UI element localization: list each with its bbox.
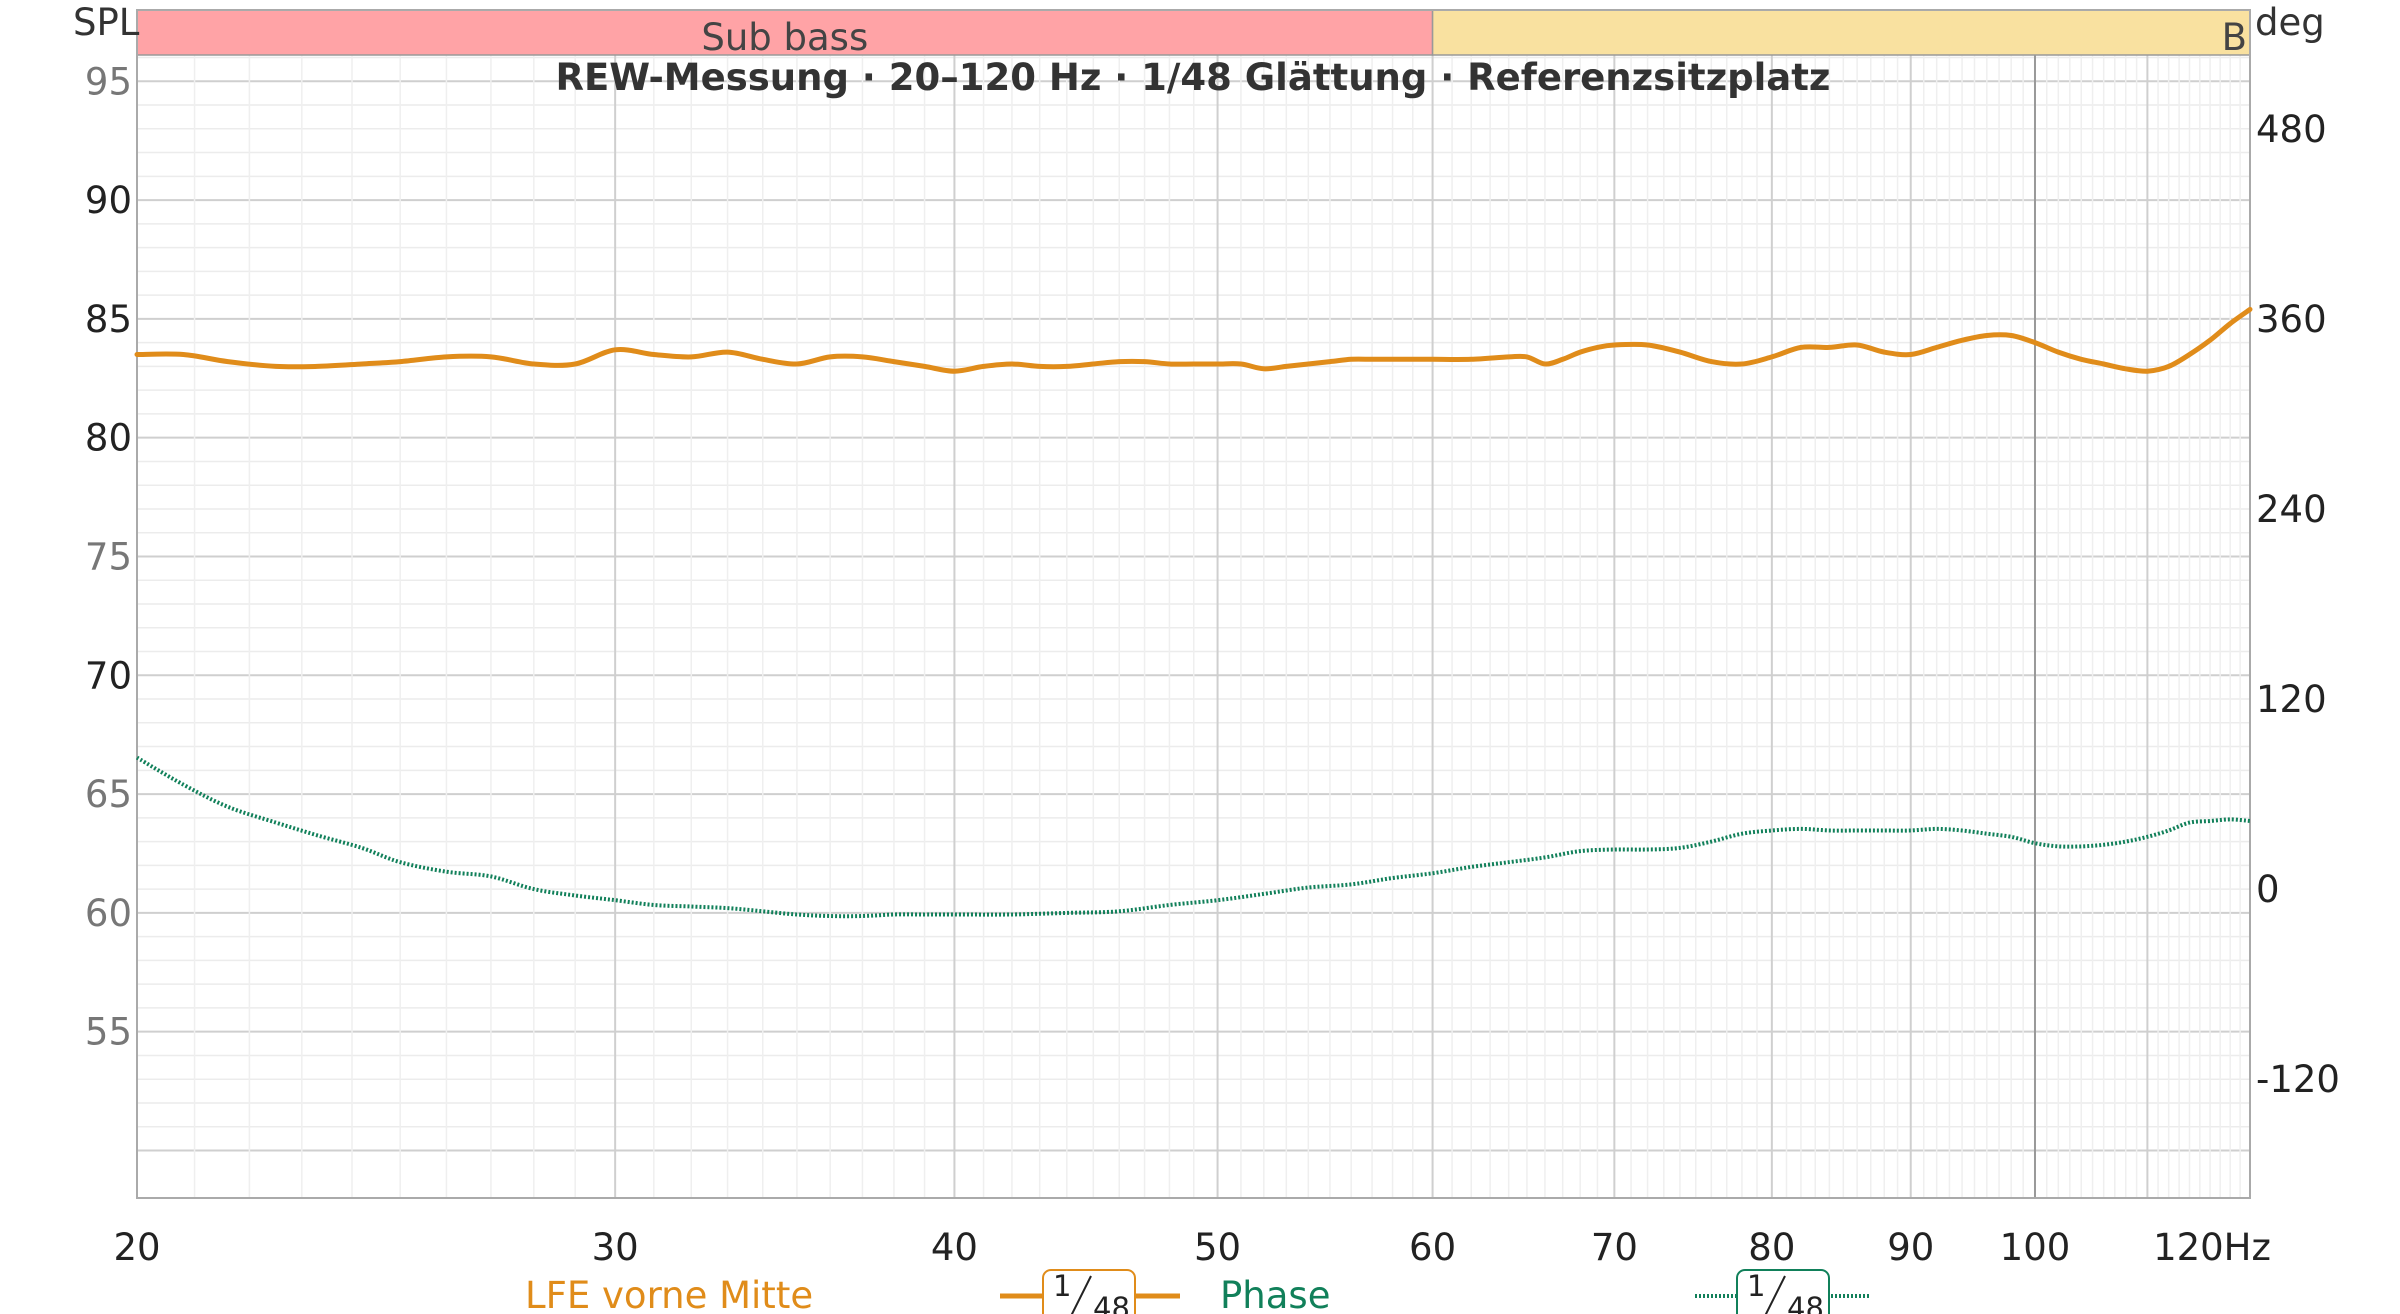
x-tick-label: 60 <box>1409 1226 1456 1269</box>
left-tick-label: 85 <box>85 298 132 341</box>
legend-entry-1[interactable]: LFE vorne Mitte 1 48 <box>525 1269 1180 1314</box>
grid <box>136 10 2250 1198</box>
legend-entry-2[interactable]: Phase 1 48 <box>1220 1269 1870 1314</box>
series-line-2 <box>135 755 2251 919</box>
legend-label: Phase <box>1220 1274 1330 1314</box>
right-tick-label: 240 <box>2256 488 2327 531</box>
right-tick-label: 480 <box>2256 108 2327 151</box>
legend[interactable]: LFE vorne Mitte 1 48 Phase 1 48 <box>525 1269 1870 1314</box>
x-tick-label: 100 <box>2000 1226 2071 1269</box>
left-tick-label: 60 <box>85 892 132 935</box>
left-tick-label: 75 <box>85 535 132 578</box>
x-tick-label: 120Hz <box>2153 1226 2271 1269</box>
x-tick-label: 20 <box>113 1226 160 1269</box>
left-tick-label: 95 <box>85 60 132 103</box>
legend-label: LFE vorne Mitte <box>525 1274 813 1314</box>
band-1 <box>136 9 1434 56</box>
plot-frame <box>136 9 2251 1199</box>
band-label-2: B <box>2222 16 2247 59</box>
right-tick-label: 0 <box>2256 868 2280 911</box>
smoothing-denominator: 48 <box>1093 1291 1130 1314</box>
left-axis-label: SPL <box>73 1 140 44</box>
smoothing-numerator: 1 <box>1053 1269 1071 1303</box>
band-label-1: Sub bass <box>701 16 868 59</box>
x-tick-label: 30 <box>592 1226 639 1269</box>
x-tick-label: 40 <box>931 1226 978 1269</box>
left-tick-label: 55 <box>85 1011 132 1054</box>
left-axis-ticks: 55 60 65 70 75 80 85 90 95 <box>85 60 132 1053</box>
smoothing-badge[interactable] <box>1042 1269 1136 1314</box>
x-tick-label: 50 <box>1194 1226 1241 1269</box>
left-tick-label: 70 <box>85 654 132 697</box>
right-tick-label: -120 <box>2256 1058 2340 1101</box>
band-2 <box>1431 9 2251 56</box>
smoothing-numerator: 1 <box>1747 1269 1765 1303</box>
right-axis-label: deg <box>2255 1 2325 44</box>
smoothing-fraction-slash <box>1070 1275 1092 1314</box>
x-tick-label: 90 <box>1887 1226 1934 1269</box>
series-lines <box>134 306 2253 919</box>
right-tick-label: 120 <box>2256 678 2327 721</box>
x-axis-ticks: 20 30 40 50 60 70 80 90 100 120Hz <box>113 1226 2270 1269</box>
series-line-1 <box>134 306 2253 374</box>
left-tick-label: 65 <box>85 773 132 816</box>
smoothing-badge[interactable] <box>1736 1269 1830 1314</box>
x-tick-label: 80 <box>1748 1226 1795 1269</box>
right-axis-ticks: -120 0 120 240 360 480 <box>2256 108 2340 1101</box>
x-tick-label: 70 <box>1591 1226 1638 1269</box>
chart-title: REW-Messung · 20–120 Hz · 1/48 Glättung … <box>556 56 1831 99</box>
left-tick-label: 90 <box>85 179 132 222</box>
smoothing-fraction-slash <box>1764 1275 1786 1314</box>
right-tick-label: 360 <box>2256 298 2327 341</box>
frequency-bands: Sub bass B <box>136 9 2251 59</box>
smoothing-denominator: 48 <box>1787 1291 1824 1314</box>
left-tick-label: 80 <box>85 417 132 460</box>
